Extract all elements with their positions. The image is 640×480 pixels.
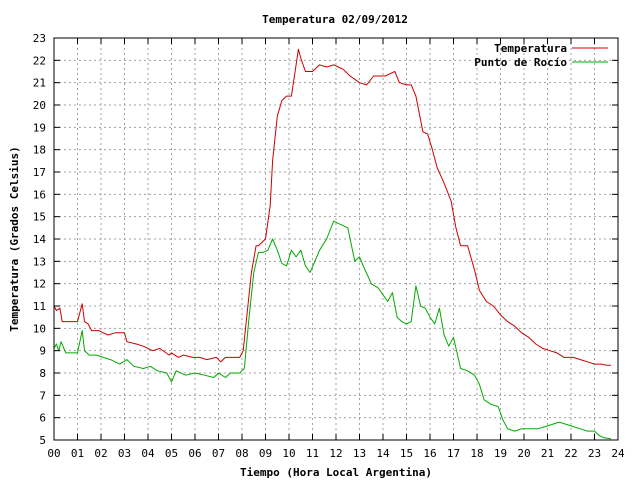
x-tick-label: 08	[235, 447, 248, 460]
y-tick-label: 5	[39, 434, 46, 447]
y-tick-label: 18	[33, 144, 46, 157]
y-tick-label: 10	[33, 322, 46, 335]
x-tick-label: 22	[564, 447, 577, 460]
x-tick-label: 02	[94, 447, 107, 460]
y-tick-label: 23	[33, 32, 46, 45]
x-tick-label: 05	[165, 447, 178, 460]
series-line-1	[53, 220, 611, 440]
x-tick-label: 20	[517, 447, 530, 460]
x-tick-label: 04	[141, 447, 155, 460]
y-tick-label: 22	[33, 54, 46, 67]
y-tick-label: 8	[39, 367, 46, 380]
y-tick-label: 17	[33, 166, 46, 179]
x-tick-label: 11	[306, 447, 319, 460]
legend: Temperatura Punto de Rocío	[474, 42, 608, 69]
x-tick-label: 12	[329, 447, 342, 460]
grid	[54, 38, 618, 440]
x-tick-label: 24	[611, 447, 625, 460]
y-tick-label: 15	[33, 211, 46, 224]
x-tick-label: 14	[376, 447, 390, 460]
y-tick-label: 11	[33, 300, 46, 313]
x-tick-label: 17	[447, 447, 460, 460]
legend-label-temperatura: Temperatura	[494, 42, 567, 55]
x-tick-label: 00	[47, 447, 60, 460]
y-tick-label: 7	[39, 389, 46, 402]
x-tick-label: 15	[400, 447, 413, 460]
series-group	[53, 48, 611, 440]
y-tick-label: 12	[33, 278, 46, 291]
y-tick-label: 13	[33, 255, 46, 268]
y-tick-label: 6	[39, 412, 46, 425]
x-tick-label: 23	[588, 447, 601, 460]
chart-title: Temperatura 02/09/2012	[262, 13, 408, 26]
series-line-0	[53, 48, 611, 366]
x-tick-label: 16	[423, 447, 436, 460]
x-tick-label: 03	[118, 447, 131, 460]
y-tick-label: 9	[39, 345, 46, 358]
y-axis-title: Temperatura (Grados Celsius)	[8, 146, 21, 331]
x-tick-label: 09	[259, 447, 272, 460]
axis-ticks: 00 01 02 03 04 05 06 07 08 09 10 11 12 13 14 15 16 17 18 19…	[33, 32, 625, 460]
x-tick-label: 21	[541, 447, 554, 460]
x-tick-label: 06	[188, 447, 201, 460]
x-tick-label: 13	[353, 447, 366, 460]
y-tick-label: 16	[33, 188, 46, 201]
y-tick-label: 14	[33, 233, 47, 246]
y-tick-label: 19	[33, 121, 46, 134]
x-axis-title: Tiempo (Hora Local Argentina)	[240, 466, 432, 479]
y-tick-label: 21	[33, 77, 46, 90]
y-tick-label: 20	[33, 99, 46, 112]
x-tick-label: 07	[212, 447, 225, 460]
x-tick-label: 10	[282, 447, 295, 460]
x-tick-label: 19	[494, 447, 507, 460]
legend-label-punto-de-rocio: Punto de Rocío	[474, 56, 567, 69]
x-tick-label: 18	[470, 447, 483, 460]
x-tick-label: 01	[71, 447, 84, 460]
